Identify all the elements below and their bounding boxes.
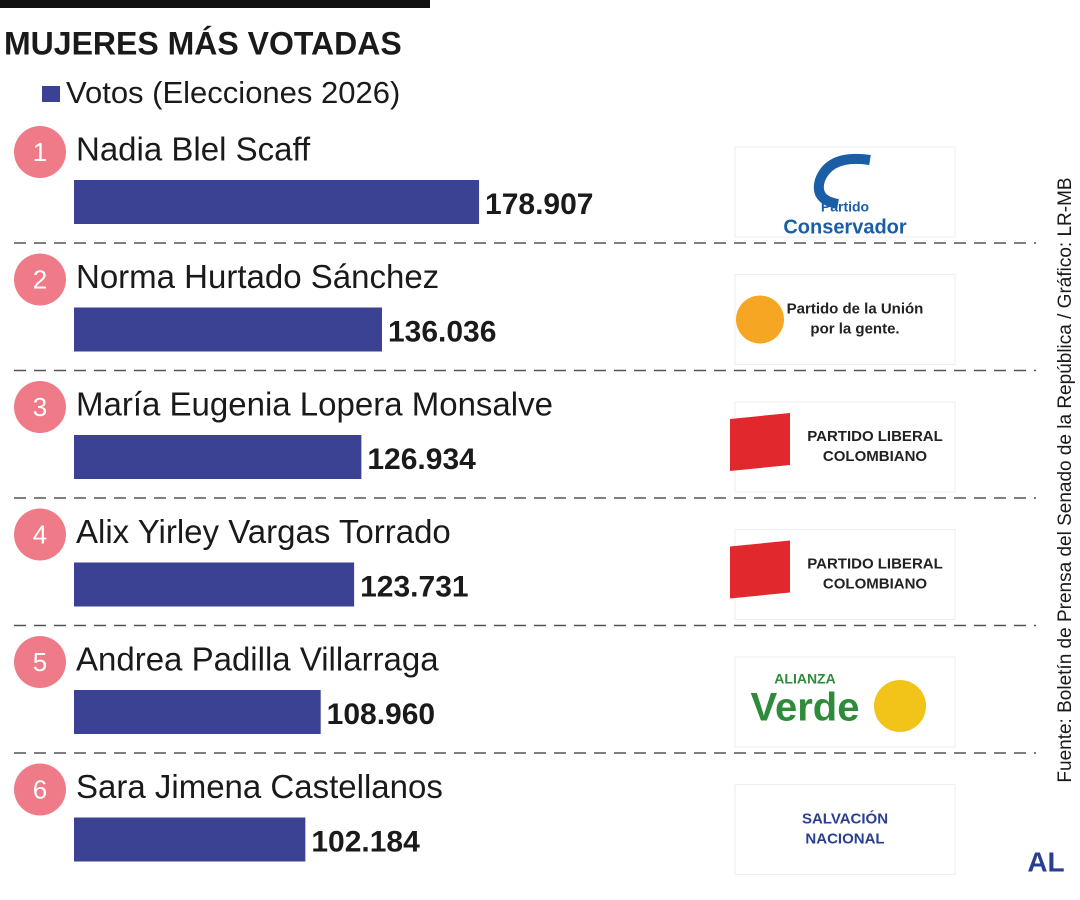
logo-box (734, 784, 956, 875)
logo-text: ALIANZA (774, 671, 835, 687)
value-label: 123.731 (360, 570, 468, 603)
rank-badge (14, 636, 66, 688)
rank-badge (14, 126, 66, 178)
logo-text: NACIONAL (805, 830, 884, 847)
category-label: Sara Jimena Castellanos (76, 768, 443, 805)
value-label: 178.907 (485, 188, 593, 221)
bar (74, 180, 480, 224)
value-label: 126.934 (367, 443, 476, 476)
category-label: Alix Yirley Vargas Torrado (76, 513, 451, 550)
rank-number: 4 (33, 519, 47, 549)
rank-number: 3 (33, 392, 47, 422)
logo-text: COLOMBIANO (823, 575, 927, 592)
logo-text: Partido (821, 199, 869, 215)
top-rule (0, 0, 430, 8)
logo-text: Verde (751, 686, 860, 730)
logo-text: PARTIDO LIBERAL (807, 428, 943, 445)
value-label: 108.960 (327, 698, 435, 731)
rank-number: 2 (33, 264, 47, 294)
rank-badge (14, 381, 66, 433)
category-label: María Eugenia Lopera Monsalve (76, 386, 553, 423)
bar (74, 817, 306, 862)
bar (74, 307, 382, 352)
logo-text: Conservador (783, 216, 907, 238)
legend-label: Votos (Elecciones 2026) (66, 75, 400, 110)
value-label: 102.184 (311, 825, 420, 858)
rank-badge (14, 253, 66, 306)
category-label: Andrea Padilla Villarraga (76, 641, 439, 678)
rank-badge (14, 508, 66, 561)
legend-swatch (42, 86, 60, 102)
bar (74, 562, 355, 607)
logo-text: COLOMBIANO (823, 448, 927, 465)
rank-number: 6 (33, 774, 47, 804)
bar (74, 690, 321, 734)
logo-sun (874, 680, 926, 732)
logo-c (813, 154, 871, 209)
bar (74, 435, 362, 479)
value-label: 136.036 (388, 315, 496, 348)
logo-flag (730, 540, 790, 599)
chart-title: MUJERES MÁS VOTADAS (4, 25, 402, 61)
rank-number: 5 (33, 647, 47, 677)
category-label: Nadia Blel Scaff (76, 131, 311, 168)
category-label: Norma Hurtado Sánchez (76, 258, 439, 295)
brand: AL (1027, 846, 1064, 877)
logo-text: Partido de la Unión (787, 300, 924, 317)
logo-text: SALVACIÓN (802, 809, 888, 827)
logo-text: PARTIDO LIBERAL (807, 555, 943, 572)
logo-text: por la gente. (810, 320, 899, 337)
source-note: Fuente: Boletín de Prensa del Senado de … (1055, 177, 1076, 782)
logo-u (736, 295, 784, 344)
rank-number: 1 (33, 137, 47, 167)
rank-badge (14, 763, 66, 816)
logo-flag (730, 413, 790, 471)
